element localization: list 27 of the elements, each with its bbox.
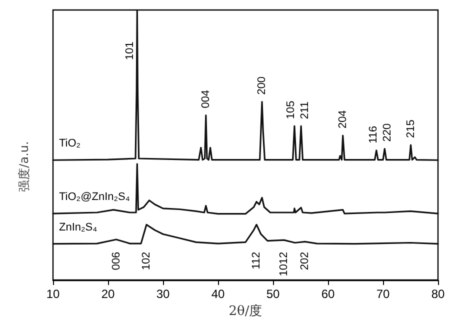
annotation: 112 — [250, 252, 262, 270]
annotation: 202 — [298, 252, 311, 270]
annotation: 204 — [336, 110, 349, 129]
x-tick-label: 30 — [156, 287, 170, 301]
annotation: 101 — [124, 42, 136, 60]
x-tick-label: 40 — [211, 287, 225, 301]
y-axis-title: 强度/a.u. — [17, 141, 31, 192]
annotation: 215 — [404, 120, 417, 138]
series-label: TiO₂@ZnIn₂S₄ — [59, 191, 130, 204]
annotation: 006 — [110, 252, 122, 270]
annotation: 116 — [368, 126, 380, 144]
annotation: 105 — [284, 100, 297, 120]
annotation: 102 — [140, 252, 152, 270]
series-label: ZnIn₂S₄ — [59, 221, 98, 234]
annotation: 1012 — [278, 252, 290, 276]
x-tick-label: 70 — [376, 287, 390, 301]
x-tick-label: 80 — [431, 287, 445, 301]
x-tick-label: 60 — [321, 287, 335, 301]
x-tick-label: 20 — [101, 287, 115, 301]
annotation: 211 — [298, 102, 311, 120]
annotation: 220 — [382, 123, 394, 142]
annotation: 004 — [200, 90, 212, 108]
x-tick-label: 10 — [46, 287, 60, 301]
series-label: TiO₂ — [59, 138, 81, 150]
annotation: 200 — [256, 76, 268, 95]
x-tick-label: 50 — [266, 287, 280, 301]
x-axis-title: 2θ/度 — [228, 302, 262, 319]
